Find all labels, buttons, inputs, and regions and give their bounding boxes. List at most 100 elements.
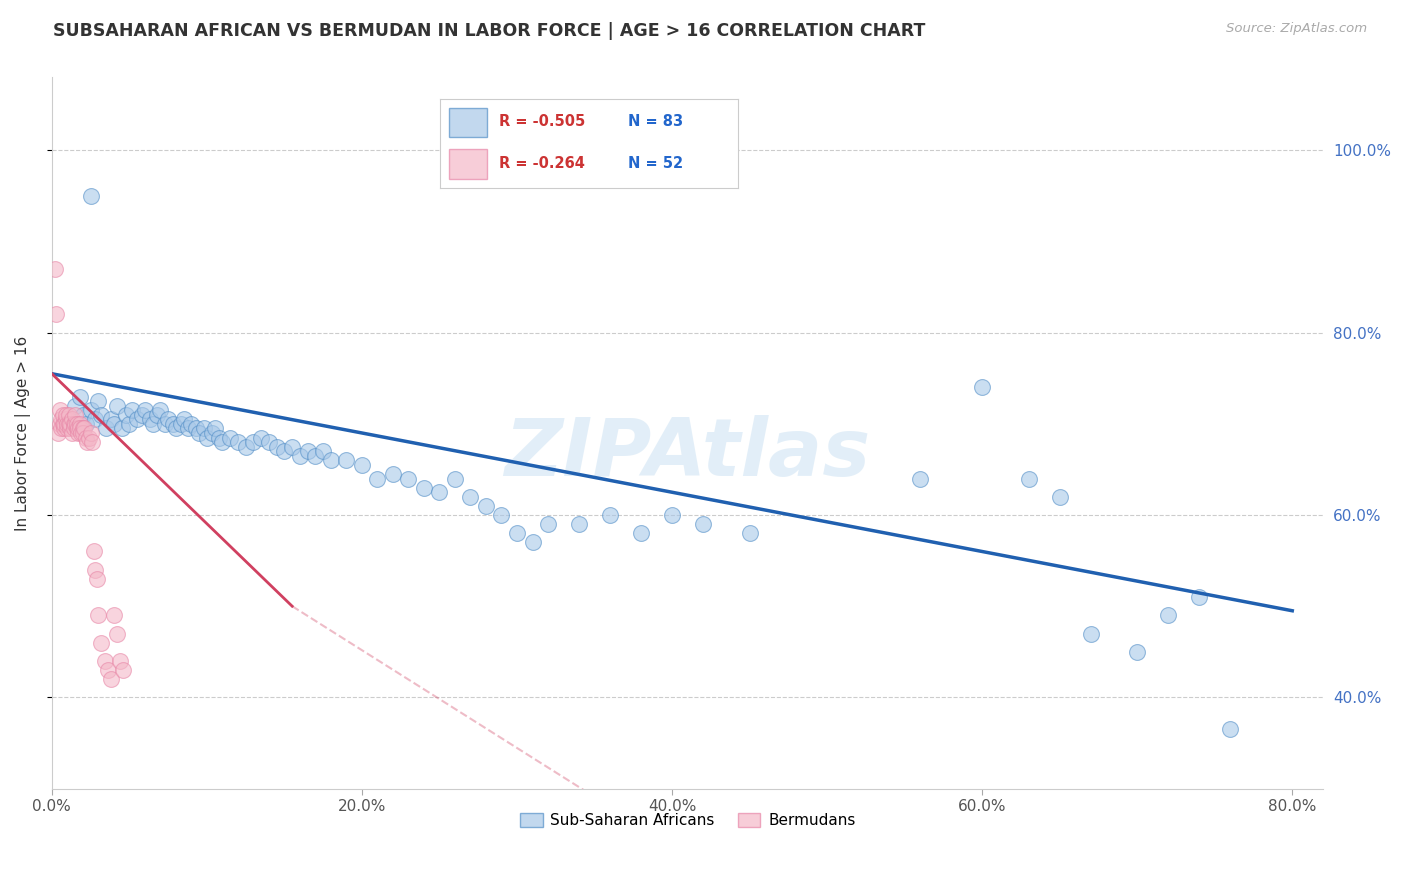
Point (44, 261, 66, 276)
Point (335, 453, 357, 467)
Point (266, 440, 288, 454)
Point (45, 308, 67, 322)
Point (63, 408, 86, 422)
Point (142, 417, 165, 431)
Point (537, 517, 560, 532)
Point (195, 431, 218, 445)
Point (103, 417, 125, 431)
Point (70, 425, 93, 440)
Point (56, 421, 79, 435)
Point (82, 435, 104, 450)
Point (58, 408, 80, 422)
Point (60, 425, 83, 440)
Point (193, 421, 215, 435)
Point (77, 431, 100, 445)
Point (55, 412, 77, 426)
Point (661, 508, 683, 522)
Point (242, 435, 264, 450)
Point (169, 417, 191, 431)
Point (972, 380, 994, 394)
Point (475, 499, 498, 513)
Point (398, 472, 420, 486)
Point (304, 449, 326, 463)
Point (108, 654, 131, 668)
Point (53, 421, 76, 435)
Y-axis label: In Labor Force | Age > 16: In Labor Force | Age > 16 (15, 335, 31, 531)
Point (162, 417, 184, 431)
Point (506, 526, 529, 541)
Point (568, 517, 591, 532)
Point (58, 417, 80, 431)
Point (69, 417, 91, 431)
Point (62, 421, 84, 435)
Point (211, 435, 233, 450)
Point (1018, 472, 1040, 486)
Point (235, 440, 257, 454)
Point (1049, 490, 1071, 504)
Point (79, 189, 101, 203)
Point (204, 421, 226, 435)
Point (100, 412, 122, 426)
Point (1157, 608, 1180, 623)
Point (118, 417, 141, 431)
Point (69, 421, 91, 435)
Point (103, 608, 125, 623)
Point (53, 417, 76, 431)
Point (134, 403, 156, 417)
Point (67, 421, 90, 435)
Point (146, 408, 169, 422)
Point (69, 390, 91, 404)
Point (79, 403, 101, 417)
Point (73, 421, 96, 435)
Point (59, 417, 82, 431)
Point (413, 481, 436, 495)
Point (56, 417, 79, 431)
Point (738, 526, 761, 541)
Point (84, 412, 107, 426)
Text: ZIPAtlas: ZIPAtlas (505, 416, 870, 493)
Point (87, 394, 110, 409)
Point (75, 417, 97, 431)
Point (180, 417, 202, 431)
Text: SUBSAHARAN AFRICAN VS BERMUDAN IN LABOR FORCE | AGE > 16 CORRELATION CHART: SUBSAHARAN AFRICAN VS BERMUDAN IN LABOR … (53, 22, 925, 40)
Point (48, 417, 70, 431)
Point (72, 408, 94, 422)
Point (67, 425, 90, 440)
Text: Source: ZipAtlas.com: Source: ZipAtlas.com (1226, 22, 1367, 36)
Point (219, 431, 242, 445)
Point (49, 412, 72, 426)
Point (52, 408, 75, 422)
Point (55, 408, 77, 422)
Point (491, 508, 513, 522)
Point (110, 421, 132, 435)
Point (100, 672, 122, 686)
Point (366, 472, 388, 486)
Point (105, 399, 128, 413)
Point (165, 421, 187, 435)
Point (94, 421, 117, 435)
Point (460, 490, 482, 504)
Point (63, 399, 86, 413)
Point (226, 435, 249, 450)
Point (138, 412, 160, 426)
Point (281, 440, 304, 454)
Point (63, 417, 86, 431)
Point (46, 425, 69, 440)
Point (48, 403, 70, 417)
Point (208, 431, 231, 445)
Point (149, 403, 172, 417)
Point (257, 435, 280, 450)
Point (121, 403, 143, 417)
Point (350, 458, 373, 472)
Point (288, 449, 311, 463)
Point (127, 412, 149, 426)
Point (153, 417, 176, 431)
Point (200, 425, 222, 440)
Point (1080, 626, 1102, 640)
Point (297, 444, 319, 458)
Point (1219, 723, 1241, 737)
Point (381, 467, 404, 481)
Point (72, 421, 94, 435)
Point (49, 421, 72, 435)
Point (115, 408, 138, 422)
